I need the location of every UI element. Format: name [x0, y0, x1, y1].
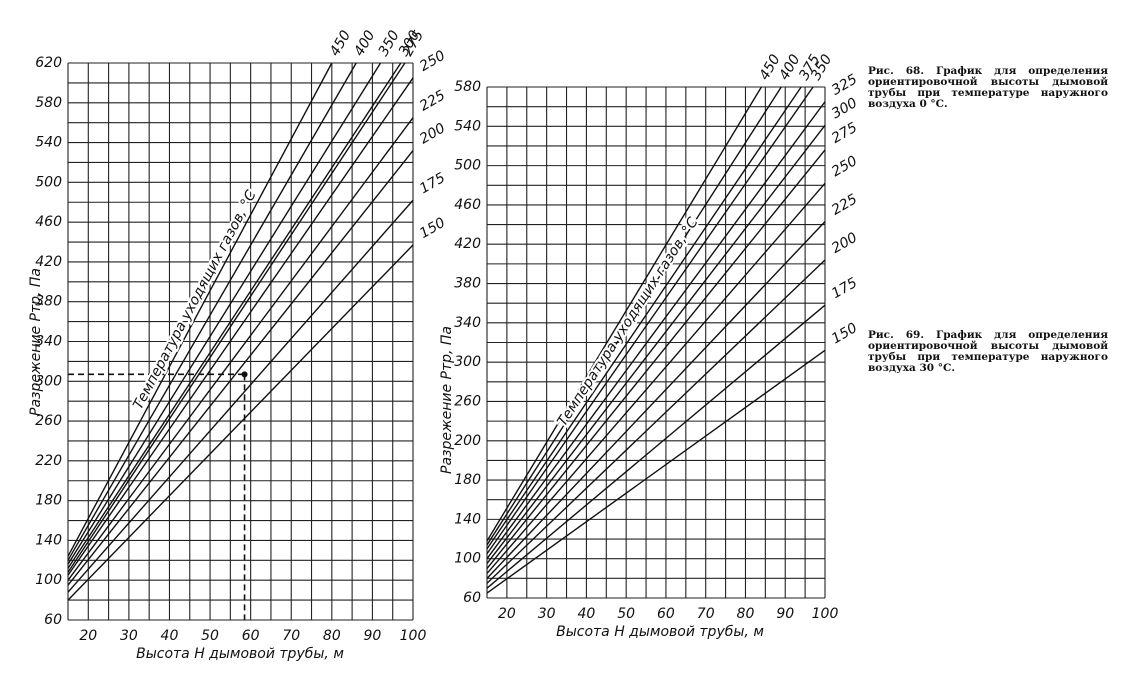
series-label: 300 [829, 95, 860, 122]
y-tick-label: 580 [454, 79, 481, 95]
y-tick-label: 200 [454, 433, 481, 449]
y-axis-title: Разрежение Pтр, Па [28, 268, 44, 416]
series-label: 225 [417, 87, 448, 114]
y-tick-label: 380 [35, 294, 62, 310]
x-tick-label: 90 [776, 606, 794, 622]
x-axis-title: Высота Н дымовой трубы, м [136, 646, 344, 662]
y-tick-label: 540 [454, 118, 481, 134]
annotation: Температура уходящих газов, °С [554, 215, 701, 430]
x-tick-label: 50 [617, 606, 635, 622]
y-tick-label: 380 [454, 276, 481, 292]
series-label: 450 [327, 28, 354, 59]
x-tick-label: 40 [577, 606, 595, 622]
y-tick-label: 100 [454, 551, 481, 567]
y-tick-label: 260 [35, 413, 62, 429]
series-line [67, 117, 414, 581]
series-line [486, 259, 826, 584]
series-label: 200 [417, 120, 448, 147]
x-tick-label: 70 [697, 606, 715, 622]
series-label: 325 [829, 71, 860, 98]
series-line [486, 86, 814, 555]
series-label: 250 [829, 153, 860, 180]
series-line [67, 62, 406, 573]
y-tick-label: 340 [454, 315, 481, 331]
series-line [67, 62, 333, 557]
x-tick-label: 90 [363, 628, 381, 644]
series-line [486, 221, 826, 579]
series-label: 275 [829, 120, 860, 147]
series-line [67, 199, 414, 593]
series-line [486, 349, 826, 594]
x-tick-label: 70 [282, 628, 300, 644]
x-tick-label: 30 [538, 606, 556, 622]
y-tick-label: 180 [454, 472, 481, 488]
x-tick-label: 30 [120, 628, 138, 644]
series-line [486, 149, 826, 569]
caption: Рис. 69. График для определения ориентир… [868, 329, 1108, 374]
series-line [67, 150, 414, 586]
y-tick-label: 340 [35, 334, 62, 350]
y-tick-label: 60 [463, 590, 481, 606]
series-label: 400 [351, 28, 378, 59]
annotation: Температура уходящих газов, °С [130, 188, 259, 412]
series-label: 200 [829, 230, 860, 257]
x-axis-title: Высота Н дымовой трубы, м [556, 624, 764, 640]
y-tick-label: 580 [35, 95, 62, 111]
x-tick-label: 20 [498, 606, 516, 622]
y-tick-label: 420 [454, 236, 481, 252]
series-line [486, 124, 826, 565]
y-tick-label: 140 [454, 511, 481, 527]
series-label: 250 [417, 48, 448, 75]
y-tick-label: 300 [35, 373, 62, 389]
series-line [486, 86, 802, 550]
x-tick-label: 20 [79, 628, 97, 644]
y-tick-label: 420 [35, 254, 62, 270]
y-tick-label: 500 [35, 174, 62, 190]
y-tick-label: 460 [35, 214, 62, 230]
series-label: 175 [829, 275, 860, 302]
x-tick-label: 60 [657, 606, 675, 622]
series-label: 175 [417, 170, 448, 197]
x-tick-label: 40 [161, 628, 179, 644]
y-axis-title: Разрежение Pтр, Па [439, 326, 455, 474]
x-tick-label: 100 [400, 628, 427, 644]
series-line [67, 77, 414, 576]
x-tick-label: 50 [201, 628, 219, 644]
y-tick-label: 100 [35, 572, 62, 588]
y-tick-label: 460 [454, 197, 481, 213]
y-tick-label: 260 [454, 393, 481, 409]
x-tick-label: 100 [812, 606, 839, 622]
y-tick-label: 540 [35, 135, 62, 151]
y-tick-label: 300 [454, 354, 481, 370]
x-tick-label: 80 [323, 628, 341, 644]
series-label: 350 [376, 28, 403, 59]
marker-point [241, 371, 248, 378]
y-tick-label: 140 [35, 532, 62, 548]
y-tick-label: 220 [35, 453, 62, 469]
series-line [486, 304, 826, 589]
y-tick-label: 180 [35, 493, 62, 509]
series-line [486, 182, 826, 574]
series-label: 225 [829, 191, 860, 218]
y-tick-label: 620 [35, 55, 62, 71]
series-line [486, 86, 762, 542]
x-tick-label: 60 [242, 628, 260, 644]
series-line [486, 86, 782, 546]
series-line [67, 62, 357, 561]
y-tick-label: 500 [454, 158, 481, 174]
series-label: 150 [417, 215, 448, 242]
y-tick-label: 60 [44, 612, 62, 628]
series-line [67, 62, 402, 569]
series-line [67, 244, 414, 601]
series-label: 150 [829, 320, 860, 347]
caption: Рис. 68. График для определения ориентир… [868, 65, 1108, 110]
x-tick-label: 80 [737, 606, 755, 622]
series-line [486, 101, 826, 560]
series-line [67, 62, 382, 565]
